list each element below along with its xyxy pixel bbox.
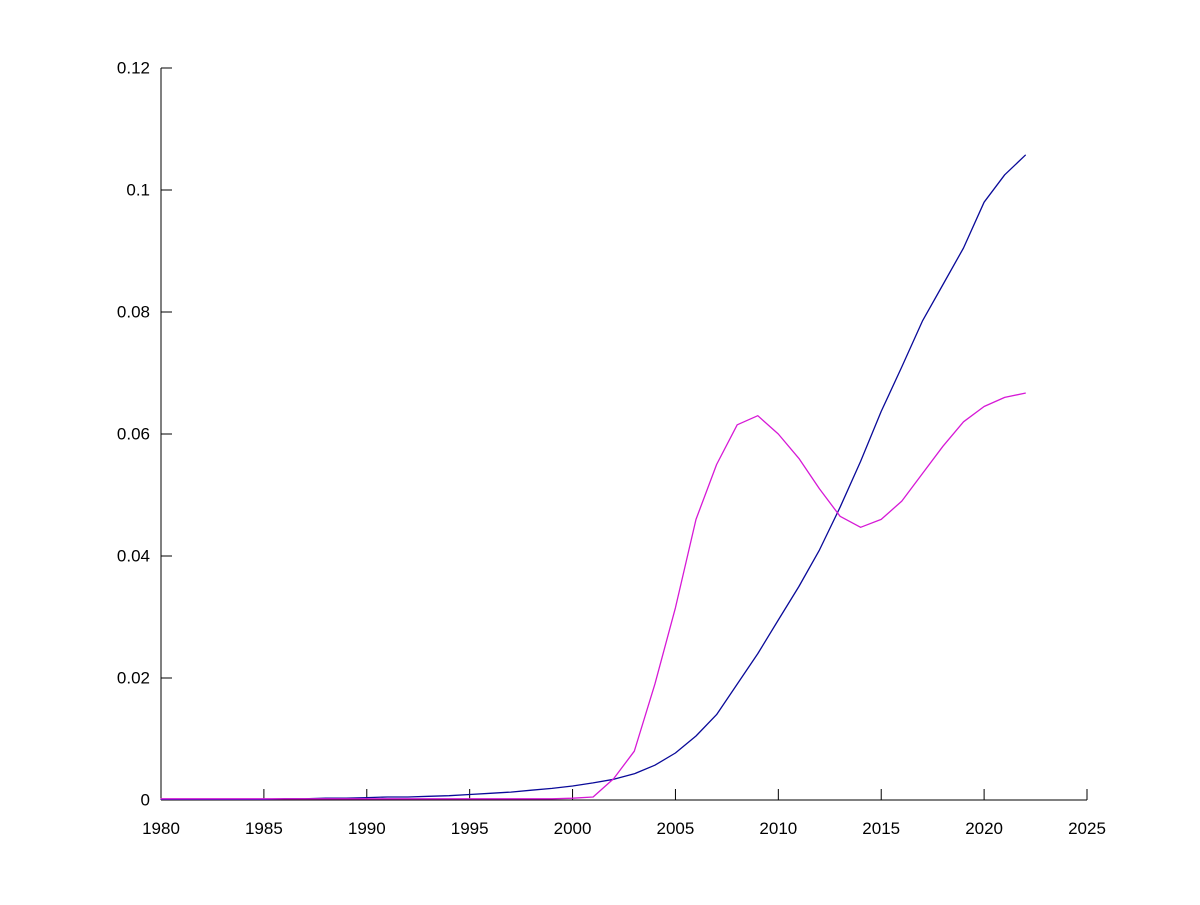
x-tick-label: 1980 xyxy=(142,819,180,838)
x-tick-label: 2000 xyxy=(554,819,592,838)
y-tick-label: 0.04 xyxy=(117,547,150,566)
y-tick-label: 0.12 xyxy=(117,59,150,78)
x-tick-label: 2005 xyxy=(657,819,695,838)
x-tick-label: 2010 xyxy=(759,819,797,838)
y-tick-label: 0.02 xyxy=(117,669,150,688)
x-tick-label: 1990 xyxy=(348,819,386,838)
y-tick-label: 0.08 xyxy=(117,303,150,322)
x-tick-label: 1985 xyxy=(245,819,283,838)
magenta-series-line xyxy=(160,392,1026,800)
dark-blue-series-line xyxy=(160,154,1026,801)
x-tick-label: 1995 xyxy=(451,819,489,838)
y-tick-label: 0.1 xyxy=(126,181,150,200)
x-tick-label: 2025 xyxy=(1068,819,1106,838)
x-tick-label: 2020 xyxy=(965,819,1003,838)
y-tick-label: 0 xyxy=(141,791,150,810)
y-tick-label: 0.06 xyxy=(117,425,150,444)
x-tick-label: 2015 xyxy=(862,819,900,838)
